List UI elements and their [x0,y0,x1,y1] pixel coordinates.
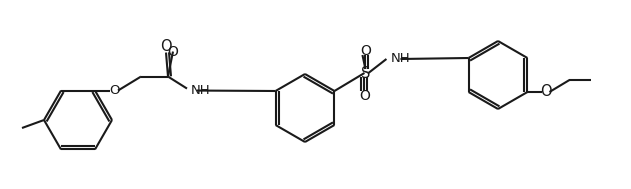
Text: O: O [168,45,179,59]
Text: O: O [360,44,371,58]
Text: O: O [160,39,172,54]
Text: NH: NH [191,84,211,97]
Text: O: O [540,84,551,99]
Text: O: O [359,89,370,103]
Text: NH: NH [391,53,410,66]
Text: O: O [109,84,119,97]
Text: S: S [361,66,370,81]
